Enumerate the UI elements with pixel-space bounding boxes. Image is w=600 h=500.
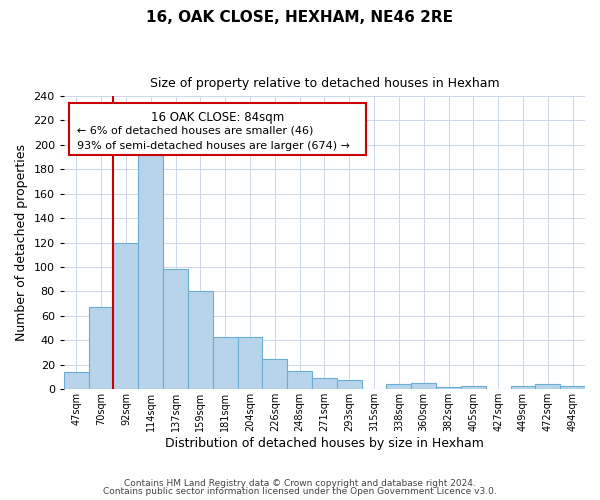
Bar <box>535 384 560 390</box>
Bar <box>113 242 138 390</box>
Bar <box>163 270 188 390</box>
Text: Contains public sector information licensed under the Open Government Licence v3: Contains public sector information licen… <box>103 487 497 496</box>
Bar <box>411 383 436 390</box>
FancyBboxPatch shape <box>69 103 366 154</box>
Text: 16, OAK CLOSE, HEXHAM, NE46 2RE: 16, OAK CLOSE, HEXHAM, NE46 2RE <box>146 10 454 25</box>
Text: ← 6% of detached houses are smaller (46): ← 6% of detached houses are smaller (46) <box>77 125 313 135</box>
Bar <box>262 358 287 390</box>
Text: 93% of semi-detached houses are larger (674) →: 93% of semi-detached houses are larger (… <box>77 140 350 150</box>
Bar <box>138 154 163 390</box>
Title: Size of property relative to detached houses in Hexham: Size of property relative to detached ho… <box>149 78 499 90</box>
Bar <box>287 371 312 390</box>
Bar <box>89 308 113 390</box>
Bar <box>461 386 486 390</box>
Bar <box>337 380 362 390</box>
Bar <box>64 372 89 390</box>
Bar <box>386 384 411 390</box>
Y-axis label: Number of detached properties: Number of detached properties <box>15 144 28 341</box>
Bar <box>560 386 585 390</box>
Bar <box>238 336 262 390</box>
X-axis label: Distribution of detached houses by size in Hexham: Distribution of detached houses by size … <box>165 437 484 450</box>
Bar <box>511 386 535 390</box>
Text: Contains HM Land Registry data © Crown copyright and database right 2024.: Contains HM Land Registry data © Crown c… <box>124 478 476 488</box>
Bar <box>312 378 337 390</box>
Bar <box>436 387 461 390</box>
Bar <box>213 336 238 390</box>
Text: 16 OAK CLOSE: 84sqm: 16 OAK CLOSE: 84sqm <box>151 110 284 124</box>
Bar <box>188 292 213 390</box>
